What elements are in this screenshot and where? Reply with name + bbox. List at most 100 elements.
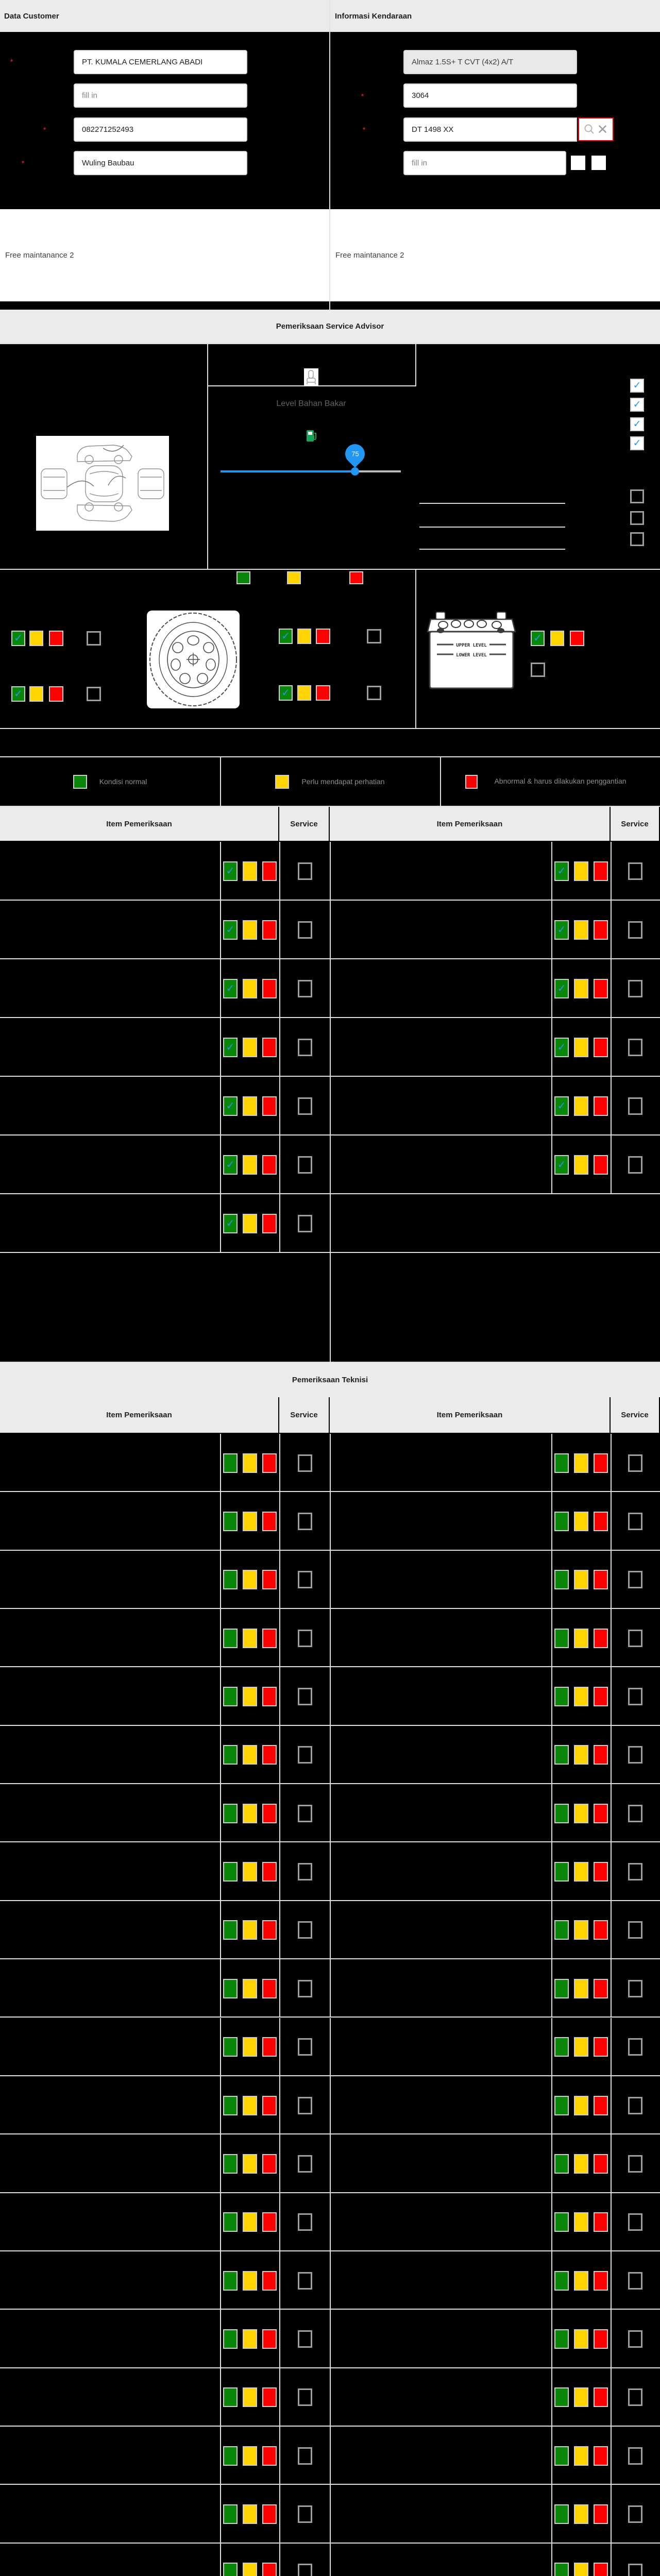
search-icon[interactable] xyxy=(584,124,595,135)
condition-option-yellow[interactable] xyxy=(243,2212,257,2232)
condition-option-yellow[interactable] xyxy=(243,2037,257,2057)
condition-option-red[interactable] xyxy=(316,685,330,701)
condition-option-yellow[interactable] xyxy=(243,1155,257,1175)
condition-option-yellow[interactable] xyxy=(297,629,311,644)
condition-option-red[interactable] xyxy=(594,861,608,881)
condition-option-yellow[interactable] xyxy=(243,2329,257,2349)
service-checkbox[interactable] xyxy=(298,1215,312,1232)
service-checkbox[interactable] xyxy=(628,1097,642,1115)
service-checkbox[interactable] xyxy=(628,2272,642,2290)
condition-option-yellow[interactable] xyxy=(574,1629,588,1648)
service-checkbox[interactable] xyxy=(298,2564,312,2576)
condition-option-yellow[interactable] xyxy=(243,2096,257,2115)
condition-option-yellow[interactable] xyxy=(574,1687,588,1706)
condition-option-yellow[interactable] xyxy=(29,686,43,702)
service-checkbox[interactable] xyxy=(628,2330,642,2348)
condition-option-red[interactable] xyxy=(262,1745,277,1765)
condition-option-green[interactable]: ✓ xyxy=(223,1214,238,1233)
condition-option-green[interactable]: ✓ xyxy=(11,686,25,702)
advisor-checkbox[interactable] xyxy=(630,511,644,525)
service-checkbox[interactable] xyxy=(298,921,312,939)
condition-option-red[interactable] xyxy=(594,1570,608,1589)
condition-option-green[interactable] xyxy=(223,1920,238,1940)
service-checkbox[interactable] xyxy=(298,2272,312,2290)
service-checkbox[interactable] xyxy=(628,2213,642,2231)
condition-option-yellow[interactable] xyxy=(243,1804,257,1823)
write-in-line[interactable] xyxy=(419,527,565,528)
vehicle-note-area[interactable]: Free maintanance 2 xyxy=(330,209,660,301)
condition-option-green[interactable]: ✓ xyxy=(223,920,238,940)
condition-option-yellow[interactable] xyxy=(574,1570,588,1589)
condition-option-red[interactable] xyxy=(262,1570,277,1589)
condition-option-green[interactable] xyxy=(223,2504,238,2524)
tire-service-checkbox[interactable] xyxy=(367,629,381,643)
service-checkbox[interactable] xyxy=(298,2097,312,2114)
condition-option-yellow[interactable] xyxy=(243,2271,257,2291)
condition-option-red[interactable] xyxy=(594,1804,608,1823)
service-checkbox[interactable] xyxy=(298,2213,312,2231)
tire-service-checkbox[interactable] xyxy=(367,686,381,700)
condition-option-green[interactable] xyxy=(554,2387,569,2407)
service-checkbox[interactable] xyxy=(298,2505,312,2523)
service-checkbox[interactable] xyxy=(298,1746,312,1764)
tire-service-checkbox[interactable] xyxy=(87,687,101,701)
battery-service-checkbox[interactable] xyxy=(531,663,545,677)
condition-option-green[interactable] xyxy=(223,1512,238,1531)
condition-option-yellow[interactable] xyxy=(243,1862,257,1882)
condition-option-red[interactable] xyxy=(262,1214,277,1233)
condition-option-green[interactable] xyxy=(554,1979,569,1998)
condition-option-green[interactable] xyxy=(554,2154,569,2174)
customer-phone-input[interactable]: 082271252493 xyxy=(74,117,247,142)
condition-option-green[interactable]: ✓ xyxy=(11,631,25,646)
condition-option-yellow[interactable] xyxy=(243,2446,257,2466)
service-checkbox[interactable] xyxy=(628,1513,642,1530)
service-checkbox[interactable] xyxy=(628,1980,642,1997)
condition-option-green[interactable]: ✓ xyxy=(554,861,569,881)
service-checkbox[interactable] xyxy=(298,980,312,997)
write-in-line[interactable] xyxy=(419,503,565,504)
service-checkbox[interactable] xyxy=(298,2330,312,2348)
condition-option-red[interactable] xyxy=(262,1920,277,1940)
condition-option-red[interactable] xyxy=(262,861,277,881)
condition-option-red[interactable] xyxy=(594,2446,608,2466)
service-checkbox[interactable] xyxy=(628,921,642,939)
condition-option-green[interactable]: ✓ xyxy=(279,629,293,644)
stepper-down-button[interactable] xyxy=(591,156,606,170)
condition-option-red[interactable] xyxy=(262,1512,277,1531)
condition-option-yellow[interactable] xyxy=(574,920,588,940)
service-checkbox[interactable] xyxy=(628,2097,642,2114)
write-in-line[interactable] xyxy=(419,549,565,550)
condition-option-green[interactable] xyxy=(223,2271,238,2291)
condition-option-green[interactable]: ✓ xyxy=(531,631,545,646)
condition-option-red[interactable] xyxy=(262,2271,277,2291)
condition-option-green[interactable]: ✓ xyxy=(223,1038,238,1057)
service-checkbox[interactable] xyxy=(298,2388,312,2406)
condition-option-green[interactable]: ✓ xyxy=(554,1038,569,1057)
service-checkbox[interactable] xyxy=(298,2038,312,2056)
service-checkbox[interactable] xyxy=(298,1688,312,1705)
clear-icon[interactable]: ✕ xyxy=(597,122,608,137)
advisor-checkbox-checked[interactable]: ✓ xyxy=(630,379,644,393)
condition-option-red[interactable] xyxy=(594,2037,608,2057)
customer-note-area[interactable]: Free maintanance 2 xyxy=(0,209,329,301)
condition-option-green[interactable]: ✓ xyxy=(554,920,569,940)
service-checkbox[interactable] xyxy=(628,1039,642,1056)
condition-option-green[interactable]: ✓ xyxy=(554,1155,569,1175)
condition-option-red[interactable] xyxy=(262,2037,277,2057)
car-damage-diagram[interactable] xyxy=(36,436,169,531)
condition-option-yellow[interactable] xyxy=(243,1512,257,1531)
condition-option-yellow[interactable] xyxy=(574,2504,588,2524)
condition-option-red[interactable] xyxy=(594,1096,608,1116)
condition-option-yellow[interactable] xyxy=(243,1453,257,1473)
service-checkbox[interactable] xyxy=(298,1863,312,1880)
condition-option-green[interactable] xyxy=(223,2212,238,2232)
condition-option-red[interactable] xyxy=(316,629,330,644)
service-checkbox[interactable] xyxy=(628,2388,642,2406)
condition-option-green[interactable] xyxy=(223,2563,238,2576)
condition-option-green[interactable] xyxy=(223,1979,238,1998)
condition-option-red[interactable] xyxy=(594,2504,608,2524)
condition-option-yellow[interactable] xyxy=(574,1745,588,1765)
condition-option-red[interactable] xyxy=(262,1453,277,1473)
condition-option-yellow[interactable] xyxy=(243,861,257,881)
condition-option-red[interactable] xyxy=(262,1038,277,1057)
